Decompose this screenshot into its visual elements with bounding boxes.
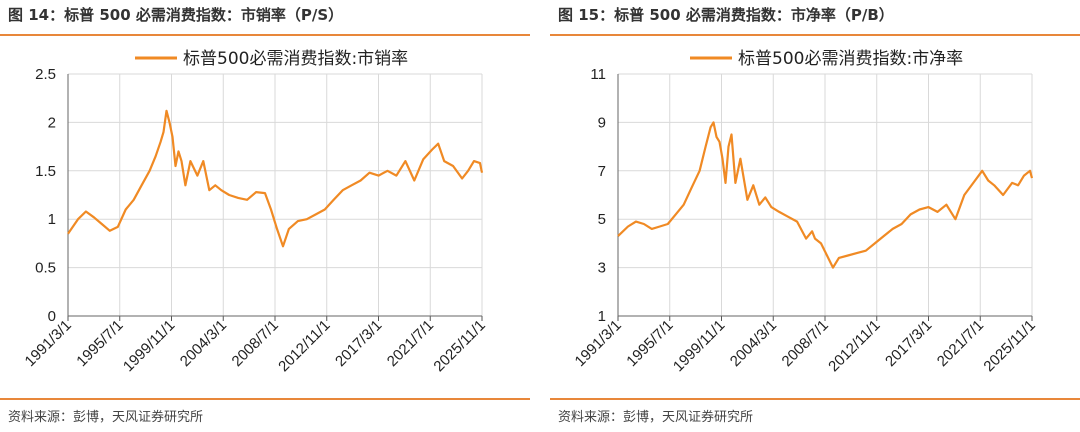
y-tick-label: 1: [598, 308, 606, 325]
y-tick-label: 2: [48, 114, 56, 131]
series-line: [617, 121, 1034, 269]
x-tick-label: 2008/7/1: [779, 317, 832, 370]
x-tick-label: 2012/11/1: [275, 317, 333, 375]
x-tick-label: 2017/3/1: [332, 317, 385, 370]
x-tick-label: 2004/3/1: [177, 317, 230, 370]
legend-label: 标普500必需消费指数:市净率: [738, 49, 963, 69]
series-line: [67, 109, 484, 248]
x-tick-label: 2025/11/1: [980, 317, 1038, 375]
source-rule: [550, 398, 1080, 400]
x-tick-label: 2025/11/1: [430, 317, 488, 375]
source-note: 资料来源：彭博，天风证券研究所: [8, 410, 204, 425]
y-tick-label: 0: [48, 308, 56, 325]
x-tick-label: 2021/7/1: [384, 317, 437, 370]
x-tick-label: 2021/7/1: [934, 317, 987, 370]
pb-ratio-chart: 13579111991/3/11995/7/11999/11/12004/3/1…: [572, 49, 1039, 375]
x-tick-label: 2004/3/1: [727, 317, 780, 370]
y-tick-label: 2.5: [35, 66, 56, 83]
y-tick-label: 11: [590, 66, 606, 83]
x-tick-label: 2017/3/1: [882, 317, 935, 370]
y-tick-label: 5: [598, 211, 606, 228]
pb-chart-panel: 图 15：标普 500 必需消费指数：市净率（P/B） 1 3 5 7 9 11 1991/…: [550, 0, 1080, 432]
legend-label: 标普500必需消费指数:市销率: [183, 49, 408, 69]
title-rule: [550, 34, 1080, 36]
y-tick-label: 1.5: [35, 163, 56, 180]
y-tick-label: 7: [598, 163, 606, 180]
figure-title: 图 15：标普 500 必需消费指数：市净率（P/B）: [558, 6, 894, 24]
x-tick-label: 2008/7/1: [229, 317, 282, 370]
x-tick-label: 2012/11/1: [825, 317, 883, 375]
x-tick-label: 1995/7/1: [623, 317, 676, 370]
x-tick-label: 1999/11/1: [670, 317, 728, 375]
y-tick-label: 3: [598, 260, 606, 277]
ps-ratio-chart: 00.511.522.51991/3/11995/7/11999/11/1200…: [22, 49, 489, 375]
x-tick-label: 1999/11/1: [120, 317, 178, 375]
title-rule: [0, 34, 530, 36]
source-note: 资料来源：彭博，天风证券研究所: [558, 410, 754, 425]
figure-title: 图 14：标普 500 必需消费指数：市销率（P/S）: [8, 6, 344, 24]
y-tick-label: 1: [48, 211, 56, 228]
y-tick-label: 9: [598, 114, 606, 131]
y-tick-label: 0.5: [35, 260, 56, 277]
source-rule: [0, 398, 530, 400]
x-tick-label: 1995/7/1: [73, 317, 126, 370]
ps-chart-panel: 图 14：标普 500 必需消费指数：市销率（P/S） 0 0.5 1 1.5 2 2.5…: [0, 0, 530, 432]
